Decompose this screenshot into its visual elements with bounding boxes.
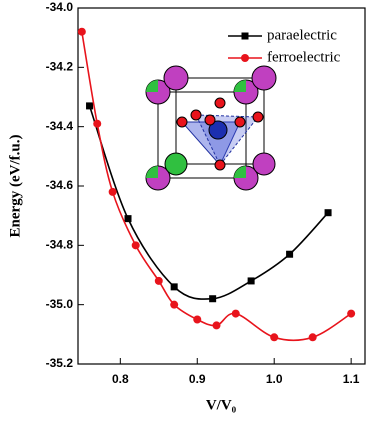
- x-tick-label: 1.0: [266, 372, 283, 386]
- x-tick-label: 0.9: [189, 372, 206, 386]
- point: [324, 209, 332, 217]
- point: [86, 102, 94, 110]
- y-tick-label: -35.0: [46, 297, 74, 311]
- point: [170, 300, 179, 309]
- y-axis-label: Energy (eV/f.u.): [7, 135, 23, 238]
- x-tick-label: 1.1: [343, 372, 360, 386]
- point: [131, 241, 140, 250]
- point: [108, 187, 117, 196]
- legend-marker: [241, 54, 249, 62]
- point: [286, 250, 294, 258]
- y-tick-label: -34.4: [46, 119, 74, 133]
- point: [193, 315, 202, 324]
- point: [308, 333, 317, 342]
- point: [170, 283, 178, 291]
- point: [77, 27, 86, 36]
- point: [209, 295, 217, 303]
- y-tick-label: -34.2: [46, 60, 74, 74]
- point: [154, 276, 163, 285]
- y-tick-label: -34.0: [46, 0, 74, 14]
- legend-marker: [241, 32, 249, 40]
- crystal-inset: [145, 65, 277, 191]
- point: [347, 309, 356, 318]
- legend-label: ferroelectric: [267, 49, 341, 65]
- legend-label: paraelectric: [267, 27, 337, 43]
- point: [93, 119, 102, 128]
- point: [270, 333, 279, 342]
- x-axis-label: V/V₀: [206, 397, 237, 413]
- y-tick-label: -34.8: [46, 238, 74, 252]
- point: [212, 321, 221, 330]
- y-tick-label: -34.6: [46, 178, 74, 192]
- y-tick-label: -35.2: [46, 356, 74, 370]
- point: [124, 215, 132, 223]
- x-tick-label: 0.8: [112, 372, 129, 386]
- point: [247, 277, 255, 285]
- point: [231, 309, 240, 318]
